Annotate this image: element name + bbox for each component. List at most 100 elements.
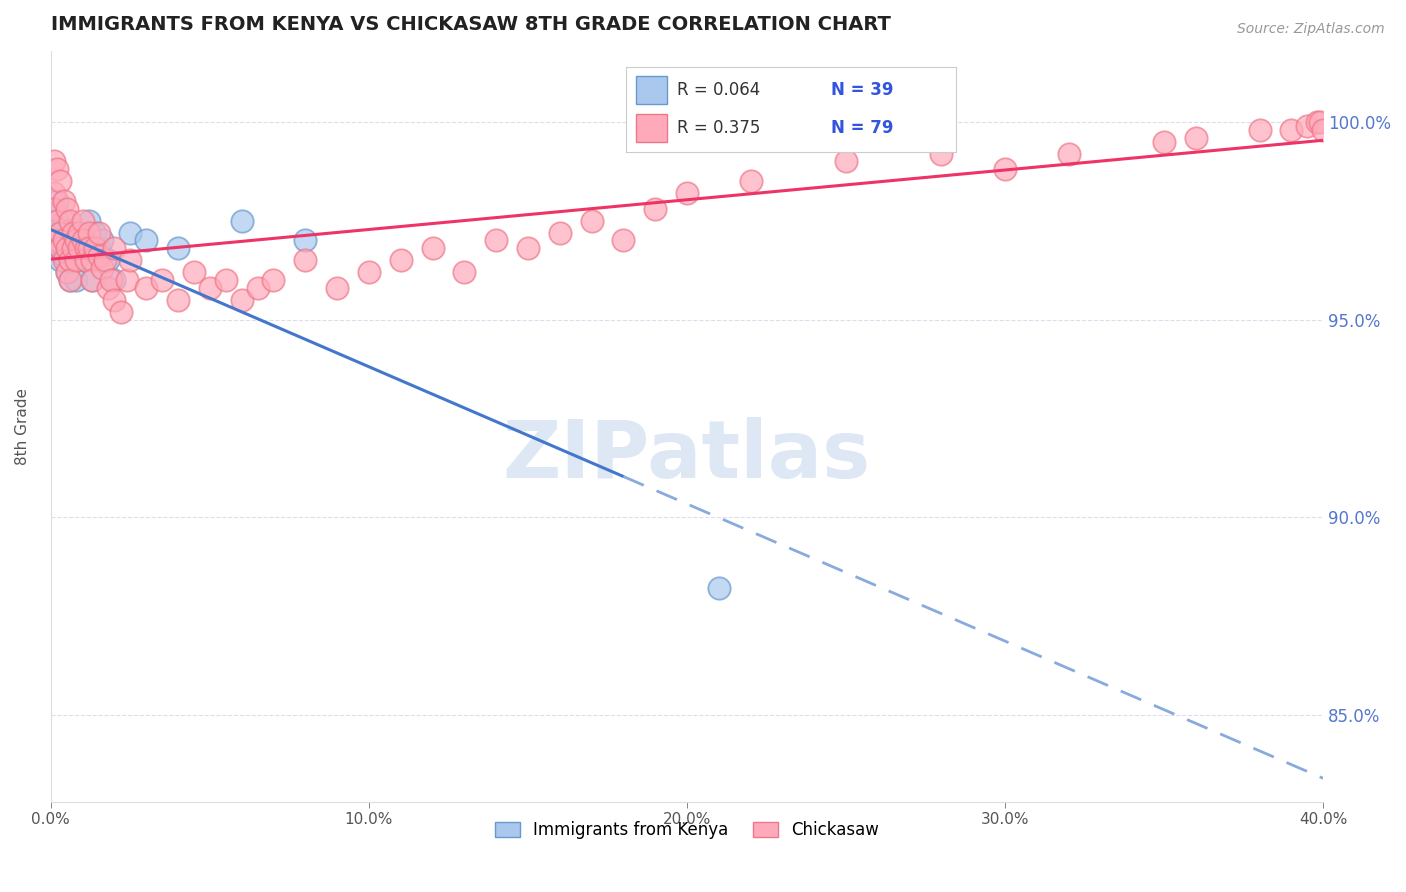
Point bbox=[42, 226, 65, 240]
Point bbox=[52, 234, 75, 248]
Point bbox=[581, 213, 603, 227]
Point bbox=[87, 249, 110, 263]
Point bbox=[75, 253, 97, 268]
Point bbox=[55, 241, 77, 255]
Point bbox=[389, 253, 412, 268]
Point bbox=[69, 226, 91, 240]
Point bbox=[49, 241, 72, 255]
Point bbox=[46, 194, 69, 208]
Point bbox=[1279, 123, 1302, 137]
Point bbox=[49, 174, 72, 188]
Point bbox=[75, 241, 97, 255]
Point bbox=[1309, 115, 1331, 129]
Point bbox=[548, 226, 571, 240]
Point bbox=[55, 234, 77, 248]
Point bbox=[1185, 130, 1208, 145]
Point bbox=[72, 234, 94, 248]
Point bbox=[49, 253, 72, 268]
Point bbox=[294, 234, 316, 248]
Point bbox=[90, 261, 112, 276]
Point bbox=[167, 293, 190, 307]
Point bbox=[94, 253, 117, 268]
Point bbox=[59, 273, 82, 287]
Point bbox=[65, 253, 87, 268]
Point bbox=[46, 241, 69, 255]
Point bbox=[516, 241, 538, 255]
Point bbox=[90, 234, 112, 248]
Point bbox=[82, 273, 104, 287]
Legend: Immigrants from Kenya, Chickasaw: Immigrants from Kenya, Chickasaw bbox=[488, 814, 886, 846]
Point bbox=[120, 253, 142, 268]
Point bbox=[357, 265, 380, 279]
Point bbox=[42, 154, 65, 169]
Bar bbox=[636, 76, 666, 104]
Point bbox=[77, 213, 100, 227]
Point bbox=[55, 265, 77, 279]
Point bbox=[263, 273, 285, 287]
Point bbox=[294, 253, 316, 268]
Point bbox=[52, 213, 75, 227]
Point bbox=[453, 265, 475, 279]
Point bbox=[65, 253, 87, 268]
Point bbox=[87, 241, 110, 255]
Point bbox=[55, 241, 77, 255]
Point bbox=[42, 202, 65, 216]
Point bbox=[69, 226, 91, 240]
Text: N = 39: N = 39 bbox=[831, 81, 893, 99]
Point bbox=[69, 241, 91, 255]
Point bbox=[52, 253, 75, 268]
Point bbox=[75, 241, 97, 255]
Point bbox=[103, 293, 125, 307]
Point bbox=[65, 273, 87, 287]
Point bbox=[1312, 123, 1334, 137]
Point bbox=[72, 234, 94, 248]
Point bbox=[46, 213, 69, 227]
Point bbox=[59, 273, 82, 287]
Point bbox=[97, 281, 120, 295]
Point bbox=[215, 273, 238, 287]
Y-axis label: 8th Grade: 8th Grade bbox=[15, 388, 30, 465]
Point bbox=[59, 226, 82, 240]
Point bbox=[69, 241, 91, 255]
Point bbox=[231, 293, 253, 307]
Point bbox=[135, 234, 157, 248]
Point bbox=[707, 581, 730, 595]
Point bbox=[49, 226, 72, 240]
Point bbox=[422, 241, 444, 255]
Point bbox=[72, 253, 94, 268]
Point bbox=[55, 265, 77, 279]
Point bbox=[1249, 123, 1271, 137]
Point bbox=[1306, 115, 1329, 129]
Point bbox=[485, 234, 508, 248]
Point bbox=[52, 234, 75, 248]
Point bbox=[77, 226, 100, 240]
Point bbox=[1057, 146, 1080, 161]
Point bbox=[198, 281, 221, 295]
Point bbox=[84, 226, 107, 240]
Point bbox=[46, 234, 69, 248]
Point bbox=[42, 210, 65, 224]
Point bbox=[84, 241, 107, 255]
Point bbox=[49, 226, 72, 240]
Point bbox=[1153, 135, 1175, 149]
Text: R = 0.064: R = 0.064 bbox=[676, 81, 761, 99]
Point bbox=[59, 213, 82, 227]
Point bbox=[59, 253, 82, 268]
Point bbox=[52, 194, 75, 208]
Point bbox=[103, 273, 125, 287]
Point bbox=[644, 202, 666, 216]
Point bbox=[65, 234, 87, 248]
Point bbox=[120, 226, 142, 240]
Point bbox=[167, 241, 190, 255]
Point bbox=[994, 162, 1017, 177]
Point bbox=[62, 241, 84, 255]
Point bbox=[326, 281, 349, 295]
Point bbox=[103, 241, 125, 255]
Text: N = 79: N = 79 bbox=[831, 120, 893, 137]
Text: Source: ZipAtlas.com: Source: ZipAtlas.com bbox=[1237, 22, 1385, 37]
Point bbox=[42, 186, 65, 200]
Point bbox=[231, 213, 253, 227]
Point bbox=[835, 154, 858, 169]
Point bbox=[931, 146, 953, 161]
Bar bbox=[636, 114, 666, 143]
